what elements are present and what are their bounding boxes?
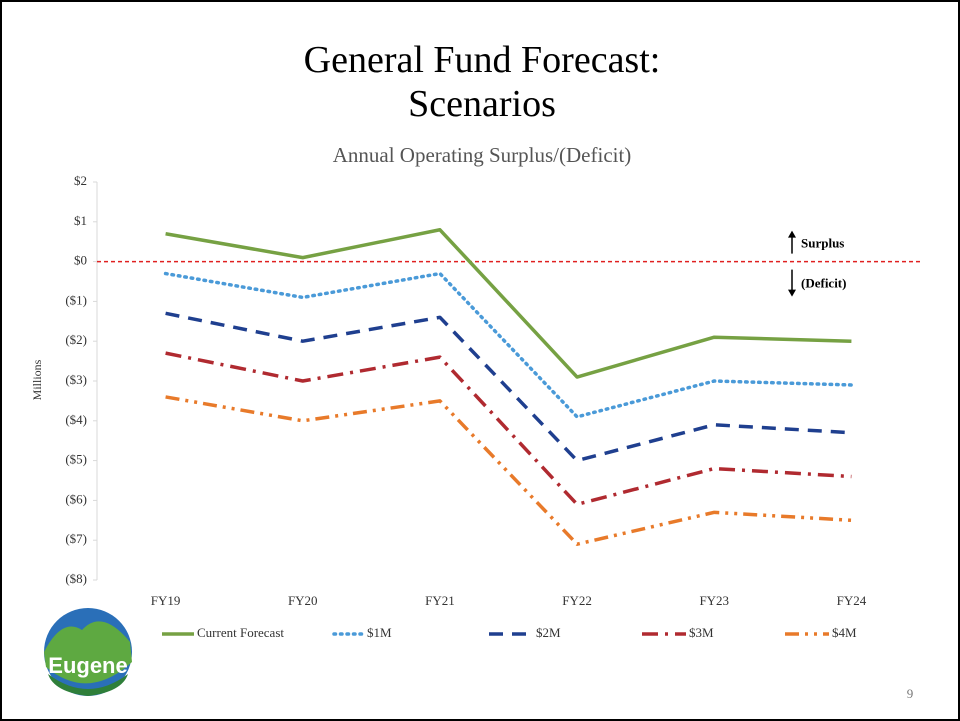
x-tick-label: FY22 — [562, 593, 592, 608]
y-tick-label: ($4) — [65, 412, 87, 427]
x-tick-label: FY21 — [425, 593, 455, 608]
series-line — [163, 271, 854, 419]
series-line — [165, 311, 852, 463]
y-axis-label: Millions — [30, 359, 44, 400]
y-tick-label: ($6) — [65, 491, 87, 506]
series-line — [165, 228, 852, 379]
x-tick-label: FY24 — [837, 593, 867, 608]
logo: Eugene — [44, 608, 132, 696]
chart-subtitle: Annual Operating Surplus/(Deficit) — [333, 143, 632, 167]
x-tick-label: FY23 — [699, 593, 729, 608]
y-tick-label: ($5) — [65, 452, 87, 467]
x-tick-label: FY20 — [288, 593, 318, 608]
y-tick-label: ($8) — [65, 571, 87, 586]
logo-text: Eugene — [48, 653, 127, 678]
y-tick-label: ($7) — [65, 531, 87, 546]
page-number: 9 — [907, 686, 914, 701]
legend-label: $1M — [367, 625, 392, 640]
series-line — [165, 351, 852, 507]
y-tick-label: ($2) — [65, 332, 87, 347]
annotation: (Deficit) — [801, 276, 846, 291]
arrow-head — [788, 230, 796, 238]
legend-label: Current Forecast — [197, 625, 284, 640]
legend-label: $3M — [689, 625, 714, 640]
series-line — [165, 395, 852, 546]
y-tick-label: $2 — [74, 173, 87, 188]
annotation: Surplus — [801, 236, 844, 251]
x-tick-label: FY19 — [151, 593, 181, 608]
y-tick-label: ($3) — [65, 372, 87, 387]
chart-title: General Fund Forecast: Scenarios — [303, 39, 661, 125]
legend-label: $2M — [536, 625, 561, 640]
y-tick-label: $1 — [74, 213, 87, 228]
arrow-head — [788, 289, 796, 297]
y-tick-label: ($1) — [65, 292, 87, 307]
y-tick-label: $0 — [74, 253, 87, 268]
legend-label: $4M — [832, 625, 857, 640]
